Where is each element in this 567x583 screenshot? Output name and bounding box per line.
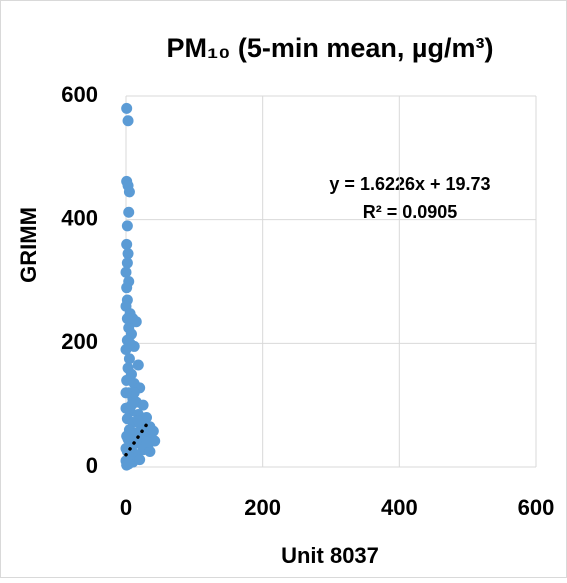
point: [120, 387, 132, 399]
point: [122, 248, 134, 260]
point: [121, 238, 133, 250]
point: [123, 206, 135, 218]
x-tick-label: 400: [381, 495, 418, 520]
point: [132, 359, 144, 371]
trend-equation: y = 1.6226x + 19.73: [329, 174, 490, 194]
point: [120, 442, 132, 454]
point: [124, 337, 136, 349]
chart-title: PM₁₀ (5-min mean, µg/m³): [167, 33, 494, 63]
point: [121, 313, 133, 325]
point: [123, 458, 135, 470]
point: [123, 353, 135, 365]
point: [121, 257, 133, 269]
y-tick-label: 200: [61, 329, 98, 354]
point: [128, 387, 140, 399]
point: [120, 266, 132, 278]
x-tick-label: 0: [120, 495, 132, 520]
y-tick-label: 0: [86, 453, 98, 478]
point: [141, 436, 152, 448]
point: [132, 415, 144, 427]
y-tick-label: 400: [61, 205, 98, 230]
x-axis-label: Unit 8037: [281, 543, 379, 568]
point: [137, 399, 149, 411]
x-tick-label: 200: [244, 495, 281, 520]
point: [125, 399, 137, 411]
y-tick-label: 600: [61, 82, 98, 107]
x-tick-label: 600: [518, 495, 555, 520]
point: [121, 220, 133, 232]
trendline: [124, 417, 152, 457]
r-squared: R² = 0.0905: [363, 202, 458, 222]
point: [149, 435, 161, 447]
point: [130, 316, 142, 328]
point: [134, 454, 146, 466]
point: [123, 186, 135, 198]
y-axis-label: GRIMM: [16, 207, 41, 283]
point: [122, 115, 134, 127]
point: [144, 446, 156, 458]
point: [121, 102, 133, 114]
point: [121, 282, 133, 294]
point: [121, 430, 133, 442]
